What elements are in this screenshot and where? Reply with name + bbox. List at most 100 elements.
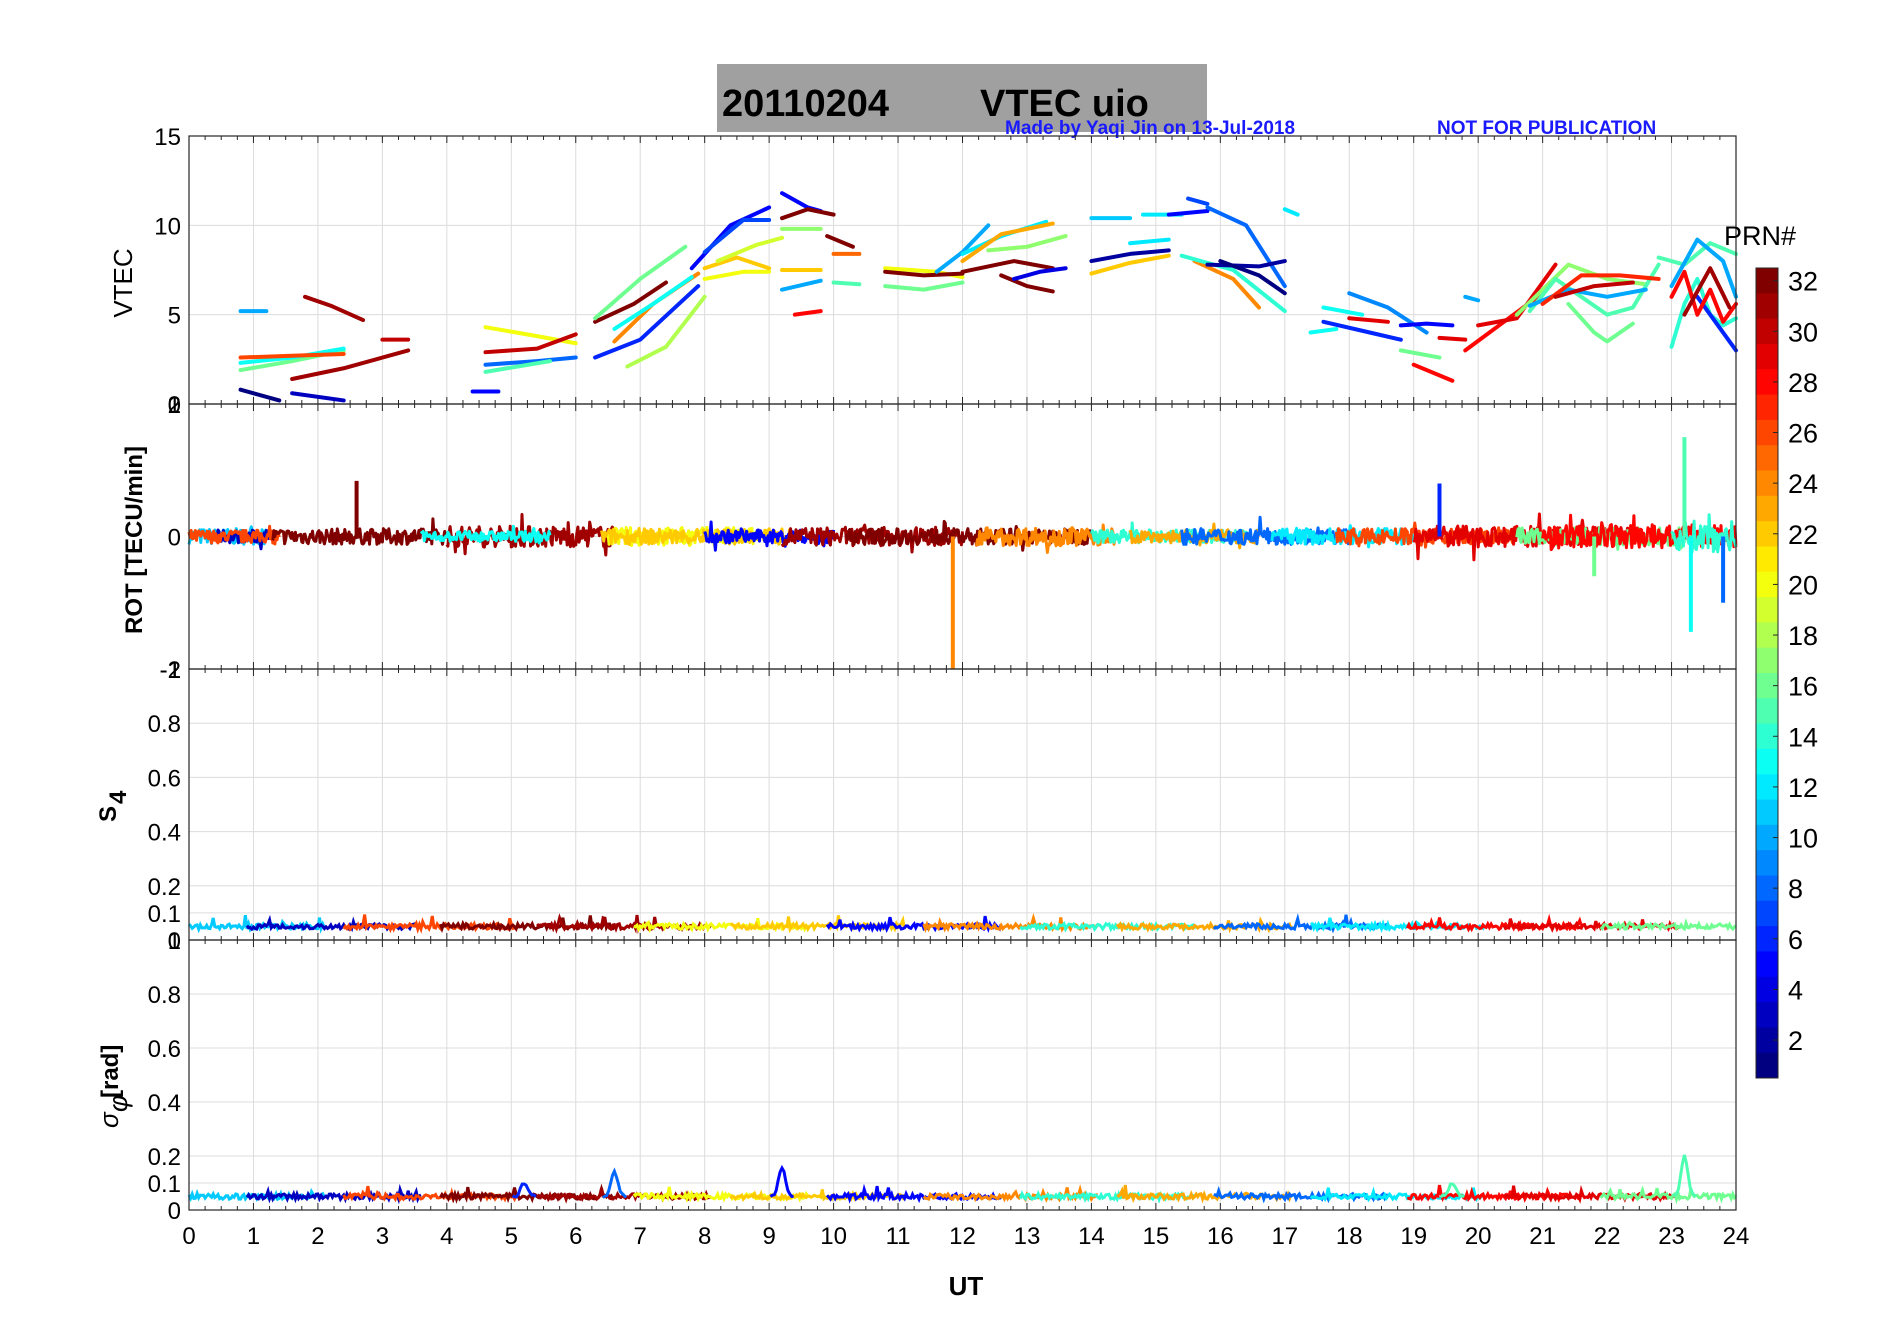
- rot-ytick-label: 1: [168, 392, 181, 419]
- vtec-series-prn10: [1669, 237, 1738, 299]
- vtec-series-prn13: [612, 275, 694, 331]
- vtec-series-prn32: [883, 269, 965, 278]
- vtec-series-prn8: [1205, 205, 1287, 289]
- vtec-series-prn19: [715, 235, 785, 264]
- colorbar-tick-label: 16: [1788, 672, 1818, 702]
- title-date: 20110204: [722, 83, 889, 125]
- sigma-ylabel-main: σ: [94, 1111, 124, 1128]
- x-tick-label: 21: [1529, 1223, 1556, 1250]
- s4-ytick-label: 0.4: [148, 820, 181, 847]
- sigma-bump-prn15: [1672, 1154, 1697, 1198]
- colorbar-swatch-prn20: [1756, 571, 1778, 598]
- colorbar-swatch-prn25: [1756, 445, 1778, 471]
- vtec-series-prn32: [960, 259, 1055, 274]
- x-tick-label: 8: [698, 1223, 711, 1250]
- x-axis-label: UT: [949, 1271, 984, 1301]
- vtec-series-prn10: [1463, 294, 1481, 303]
- sigma-ylabel-unit: [rad]: [97, 1045, 124, 1098]
- rot-ytick-label: -1: [160, 657, 181, 684]
- vtec-series-prn17: [1514, 262, 1648, 317]
- colorbar-swatch-prn9: [1756, 850, 1778, 876]
- sigma-ylabel-sub: φ: [103, 1095, 133, 1112]
- colorbar-swatch-prn17: [1756, 647, 1778, 674]
- colorbar-swatch-prn1: [1756, 1052, 1778, 1079]
- x-tick-label: 23: [1658, 1223, 1685, 1250]
- vtec-series-prn30: [483, 332, 578, 355]
- x-tick-label: 3: [376, 1223, 389, 1250]
- s4-ytick-label: 0.6: [148, 765, 181, 792]
- colorbar-tick-label: 24: [1788, 469, 1818, 499]
- vtec-series-prn28: [1411, 362, 1455, 383]
- sigma-ytick-label: 0.1: [148, 1171, 181, 1198]
- vtec-series-prn2: [1089, 248, 1171, 264]
- vtec-series-prn32: [825, 234, 855, 249]
- s4-ylabel: S 4: [95, 790, 132, 822]
- vtec-series-prn32: [999, 273, 1055, 294]
- colorbar-swatch-prn30: [1756, 318, 1778, 345]
- vtec-series-prn4: [1012, 266, 1068, 281]
- colorbar-swatch-prn22: [1756, 521, 1778, 547]
- vtec-series-prn7: [1186, 196, 1210, 206]
- colorbar-swatch-prn13: [1756, 748, 1778, 775]
- vtec-series-prn14: [1669, 276, 1738, 349]
- colorbar-swatch-prn27: [1756, 394, 1778, 421]
- s4-ytick-label: 0: [168, 928, 181, 955]
- sigma-phi-panel: 00.10.20.40.60.810 1 2 3 4 5 6 7 8 9 10 11 12 13 14 15 1…: [148, 928, 1750, 1250]
- x-tick-label: 13: [1014, 1223, 1041, 1250]
- colorbar-swatch-prn16: [1756, 673, 1778, 699]
- vtec-series-prn5: [1166, 209, 1210, 217]
- colorbar-tick-label: 10: [1788, 824, 1818, 854]
- x-tick-label: 18: [1336, 1223, 1363, 1250]
- vtec-series-prn13: [1321, 305, 1365, 317]
- sigma-ytick-label: 1: [168, 928, 181, 955]
- vtec-series-prn15: [831, 280, 862, 287]
- colorbar-swatch-prn8: [1756, 875, 1778, 902]
- x-tick-label: 4: [440, 1223, 453, 1250]
- vtec-series-prn16: [1398, 348, 1442, 360]
- colorbar-swatch-prn10: [1756, 824, 1778, 851]
- rot-series-prn24: [975, 523, 1119, 554]
- colorbar-swatch-prn18: [1756, 622, 1778, 649]
- s4-ytick-label: 0.2: [148, 874, 181, 901]
- colorbar-tick-label: 32: [1788, 267, 1818, 297]
- credit-notice: NOT FOR PUBLICATION: [1437, 118, 1656, 139]
- sigma-ytick-label: 0.6: [148, 1036, 181, 1063]
- s4-ytick-label: 1: [168, 657, 181, 684]
- rot-series-prn26: [187, 524, 281, 546]
- sigma-series-prn8: [1213, 1185, 1388, 1204]
- colorbar-tick-label: 14: [1788, 722, 1818, 752]
- vtec-ytick-label: 5: [168, 303, 181, 330]
- vtec-series-prn15: [1527, 262, 1661, 317]
- s4-ylabel-sub: 4: [105, 790, 132, 804]
- rot-series-prn13: [419, 524, 552, 545]
- colorbar-swatch-prn28: [1756, 369, 1778, 396]
- sigma-bump-prn15: [1439, 1182, 1465, 1199]
- vtec-series-prn1: [1218, 259, 1287, 296]
- x-tick-label: 12: [949, 1223, 976, 1250]
- vtec-series-prn32: [780, 207, 836, 221]
- x-tick-label: 24: [1723, 1223, 1750, 1250]
- vtec-series-prn31: [1682, 266, 1732, 317]
- x-tick-label: 7: [634, 1223, 647, 1250]
- sigma-ytick-label: 0.4: [148, 1090, 181, 1117]
- colorbar-swatch-prn3: [1756, 1002, 1778, 1028]
- vtec-series-prn16: [593, 244, 688, 321]
- sigma-series-prn29: [1502, 1184, 1680, 1204]
- s4-ytick-label: 0.8: [148, 711, 181, 738]
- s4-ytick-label: 0.1: [148, 901, 181, 928]
- x-tick-label: 6: [569, 1223, 582, 1250]
- sigma-series-prn26: [342, 1185, 520, 1203]
- colorbar-tick-label: 28: [1788, 368, 1818, 398]
- sigma-ytick-label: 0: [168, 1198, 181, 1225]
- vtec-series-prn23: [960, 221, 1055, 264]
- x-tick-label: 17: [1271, 1223, 1298, 1250]
- vtec-series-prn22: [1089, 253, 1171, 276]
- colorbar-swatch-prn15: [1756, 698, 1778, 725]
- vtec-series-prn28: [1669, 269, 1738, 324]
- s4-series-prn12: [1310, 917, 1486, 934]
- colorbar-tick-label: 18: [1788, 621, 1818, 651]
- sigma-ytick-label: 0.8: [148, 982, 181, 1009]
- x-tick-label: 15: [1143, 1223, 1170, 1250]
